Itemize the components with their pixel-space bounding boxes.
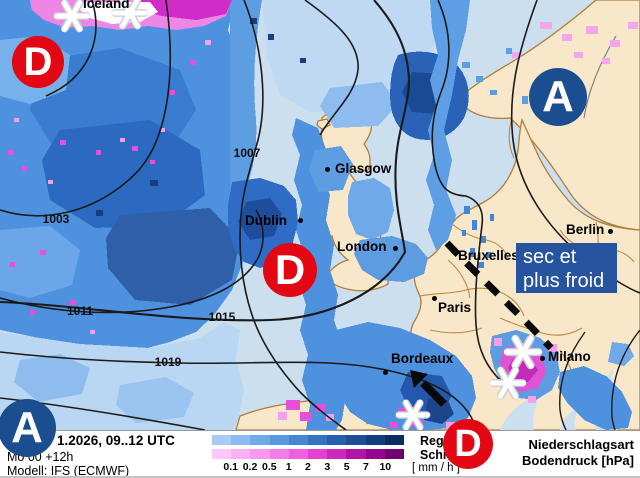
rain-swatch bbox=[269, 435, 289, 445]
precip-type-title: Niederschlagsart bbox=[528, 437, 635, 452]
legend-tick: 3 bbox=[324, 461, 331, 473]
label-glasgow: Glasgow bbox=[335, 161, 392, 176]
low-pressure-symbol: D bbox=[443, 419, 493, 469]
city-dot-dublin bbox=[298, 218, 303, 223]
city-dot-berlin bbox=[608, 229, 613, 234]
snow-swatch bbox=[231, 449, 251, 459]
isobar-label-1003: 1003 bbox=[42, 212, 70, 226]
cold-advection-dashes bbox=[444, 240, 554, 351]
high-pressure-symbol: A bbox=[529, 68, 587, 126]
label-bruxelles: Bruxelles bbox=[458, 248, 519, 263]
rain-swatch bbox=[250, 435, 270, 445]
legend-tick: 7 bbox=[363, 461, 369, 473]
snow-swatch bbox=[308, 449, 328, 459]
rain-swatch bbox=[384, 435, 405, 445]
label-berlin: Berlin bbox=[566, 222, 605, 237]
legend-unit: [ mm / h ] bbox=[412, 462, 460, 474]
rain-swatch bbox=[212, 435, 232, 445]
legend-tick: 0.2 bbox=[242, 461, 258, 473]
rain-swatch bbox=[288, 435, 309, 445]
isobar-label-1007: 1007 bbox=[233, 146, 261, 160]
snow-swatch bbox=[288, 449, 309, 459]
low-pressure-symbol: D bbox=[12, 36, 64, 88]
legend-tick: 2 bbox=[305, 461, 311, 473]
label-iceland: Iceland bbox=[83, 0, 130, 11]
rain-colorbar bbox=[212, 435, 405, 445]
annotation-line2: plus froid bbox=[523, 270, 605, 292]
annotation-line1: sec et bbox=[523, 246, 577, 268]
rain-swatch bbox=[308, 435, 328, 445]
legend-tick: 0.5 bbox=[262, 461, 277, 473]
label-bordeaux: Bordeaux bbox=[391, 351, 454, 366]
legend-tick: 0.1 bbox=[223, 461, 238, 473]
snow-swatch bbox=[269, 449, 289, 459]
snow-swatch bbox=[250, 449, 270, 459]
snow-colorbar bbox=[212, 449, 405, 459]
label-london: London bbox=[337, 239, 387, 254]
city-dot-glasgow bbox=[325, 167, 330, 172]
model-name: Modell: IFS (ECMWF) bbox=[7, 464, 130, 478]
label-paris: Paris bbox=[438, 300, 472, 315]
city-dot-bordeaux bbox=[383, 370, 388, 375]
snow-swatch bbox=[346, 449, 366, 459]
valid-time: 1.2026, 09..12 UTC bbox=[57, 433, 175, 448]
snow-swatch bbox=[212, 449, 232, 459]
rain-swatch bbox=[231, 435, 251, 445]
snow-swatch bbox=[365, 449, 385, 459]
snow-swatch bbox=[327, 449, 347, 459]
info-bar: 1.2026, 09..12 UTC Mo 00 +12h Modell: IF… bbox=[0, 430, 640, 478]
rain-swatch bbox=[346, 435, 366, 445]
label-milano: Milano bbox=[548, 349, 591, 364]
city-dot-paris bbox=[432, 296, 437, 301]
isobar-label-1011: 1011 bbox=[66, 304, 94, 318]
weather-map-canvas bbox=[0, 0, 640, 430]
wind-arrow bbox=[410, 370, 447, 407]
snow-swatch bbox=[384, 449, 405, 459]
legend-tick: 1 bbox=[285, 461, 292, 473]
rain-swatch bbox=[365, 435, 385, 445]
low-pressure-symbol: D bbox=[263, 243, 317, 297]
legend-tick: 10 bbox=[379, 461, 392, 473]
label-dublin: Dublin bbox=[245, 213, 287, 228]
annotation-box: sec et plus froid bbox=[516, 243, 617, 293]
legend-tick: 5 bbox=[343, 461, 350, 473]
high-pressure-symbol: A bbox=[0, 399, 56, 457]
pressure-title: Bodendruck [hPa] bbox=[522, 453, 634, 468]
isobar-label-1015: 1015 bbox=[208, 310, 236, 324]
isobar-label-1019: 1019 bbox=[154, 355, 182, 369]
city-dot-london bbox=[393, 246, 398, 251]
legend-ticks: 0.1 0.2 0.5 1 2 3 5 7 10 bbox=[221, 461, 395, 473]
city-dot-milano bbox=[540, 356, 545, 361]
rain-swatch bbox=[327, 435, 347, 445]
